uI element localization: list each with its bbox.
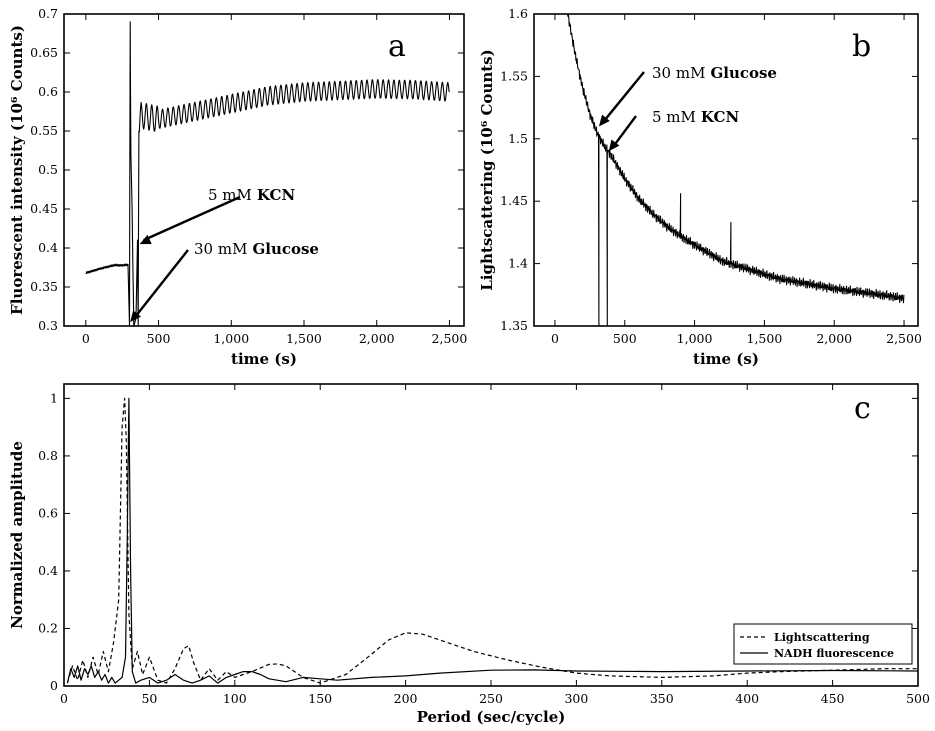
- x-tick-label: 150: [308, 691, 332, 706]
- annotation-value: 30 mM: [652, 64, 705, 82]
- y-tick-label: 1: [50, 390, 58, 405]
- x-tick-label: 1,500: [747, 331, 783, 346]
- y-tick-label: 1.4: [508, 256, 528, 271]
- y-tick-label: 0.65: [30, 45, 58, 60]
- plot-area: [85, 21, 450, 326]
- chart-panel-b: 0 500 1,000 1,500 2,000 2,500 1.35 1.4 1.45 1.5 1.…: [478, 6, 922, 368]
- y-tick-label: 0.2: [38, 620, 58, 635]
- y-axis-label: Fluorescent intensity (10⁶ Counts): [8, 25, 26, 315]
- y-tick-label: 0.55: [30, 123, 58, 138]
- x-tick-label: 500: [613, 331, 637, 346]
- annotation-label: 5 mM KCN: [652, 108, 739, 126]
- annotation-arrowhead: [139, 234, 152, 245]
- annotation-label: 5 mM KCN: [208, 186, 295, 204]
- annotation-arrowhead: [598, 114, 610, 127]
- annotation-arrow: [611, 115, 637, 148]
- series-line-0: [85, 21, 450, 326]
- annotation-arrow: [143, 195, 241, 242]
- legend-box: [733, 623, 913, 665]
- x-tick-label: 350: [650, 691, 674, 706]
- x-axis-label: time (s): [693, 350, 759, 368]
- series-line-nadh-fluorescence: [66, 397, 918, 684]
- plot-frame: [533, 13, 919, 327]
- y-tick-label: 1.6: [508, 6, 528, 21]
- annotation-compound: KCN: [701, 108, 740, 126]
- x-tick-label: 250: [479, 691, 503, 706]
- x-tick-label: 500: [147, 331, 171, 346]
- y-tick-label: 0.6: [38, 505, 58, 520]
- annotation-compound: Glucose: [710, 64, 777, 82]
- y-tick-label: 0.6: [38, 84, 58, 99]
- x-tick-label: 1,000: [213, 331, 249, 346]
- x-tick-label: 450: [821, 691, 845, 706]
- x-tick-label: 0: [551, 331, 559, 346]
- annotation-arrowhead: [608, 139, 620, 152]
- x-tick-label: 1,500: [286, 331, 322, 346]
- y-tick-label: 0: [50, 678, 58, 693]
- annotation-arrow: [602, 71, 645, 124]
- x-tick-label: 2,000: [359, 331, 395, 346]
- x-tick-label: 2,500: [432, 331, 468, 346]
- y-tick-label: 0.35: [30, 279, 58, 294]
- y-tick-label: 0.8: [38, 448, 58, 463]
- annotation-label: 30 mM Glucose: [652, 64, 777, 82]
- y-tick-label: 1.55: [500, 68, 528, 83]
- series-line-0: [567, 14, 905, 326]
- annotation-arrowhead: [130, 310, 141, 323]
- y-tick-label: 1.5: [508, 131, 528, 146]
- y-tick-label: 0.5: [38, 162, 58, 177]
- x-tick-label: 300: [564, 691, 588, 706]
- legend-entry: Lightscattering: [774, 631, 870, 644]
- y-tick-label: 0.7: [38, 6, 58, 21]
- x-tick-label: 2,500: [886, 331, 922, 346]
- y-tick-label: 0.4: [38, 563, 58, 578]
- panels: 0 500 1,000 1,500 2,000 2,5000.30.350.40.450.…: [8, 6, 930, 726]
- y-tick-label: 1.35: [500, 318, 528, 333]
- x-axis-label: Period (sec/cycle): [417, 708, 566, 726]
- x-tick-label: 400: [735, 691, 759, 706]
- plot-area: [66, 397, 918, 684]
- annotation-compound: KCN: [257, 186, 296, 204]
- annotation-label: 30 mM Glucose: [194, 240, 319, 258]
- y-axis-label: Lightscattering (10⁶ Counts): [478, 49, 496, 290]
- x-tick-label: 50: [141, 691, 157, 706]
- y-tick-label: 1.45: [500, 193, 528, 208]
- x-tick-label: 0: [82, 331, 90, 346]
- y-tick-label: 0.4: [38, 240, 58, 255]
- x-axis-label: time (s): [231, 350, 297, 368]
- chart-panel-c: 0 50 100 150 200 250 300 350 400 450 500 0 0.2 0.4 0.6…: [8, 383, 930, 726]
- annotation-value: 5 mM: [208, 186, 252, 204]
- legend-entry: NADH fluorescence: [774, 647, 894, 660]
- annotation-compound: Glucose: [252, 240, 319, 258]
- x-tick-label: 2,000: [816, 331, 852, 346]
- panel-letter: c: [854, 391, 871, 426]
- annotation-value: 5 mM: [652, 108, 696, 126]
- annotation-arrow: [133, 249, 189, 319]
- y-axis-label: Normalized amplitude: [8, 441, 26, 629]
- panel-letter: a: [388, 29, 406, 64]
- x-tick-label: 100: [223, 691, 247, 706]
- panel-letter: b: [852, 29, 871, 64]
- chart-panel-a: 0 500 1,000 1,500 2,000 2,500 0.3 0.35 0.4 0.45 0.…: [8, 6, 467, 368]
- annotation-value: 30 mM: [194, 240, 247, 258]
- x-tick-label: 200: [394, 691, 418, 706]
- x-tick-label: 500: [906, 691, 930, 706]
- plot-area: [567, 14, 905, 326]
- y-tick-label: 0.45: [30, 201, 58, 216]
- x-tick-label: 1,000: [677, 331, 713, 346]
- y-tick-label: 0.3: [38, 318, 58, 333]
- x-tick-label: 0: [60, 691, 68, 706]
- legend: Lightscattering NADH fluorescence: [733, 623, 913, 665]
